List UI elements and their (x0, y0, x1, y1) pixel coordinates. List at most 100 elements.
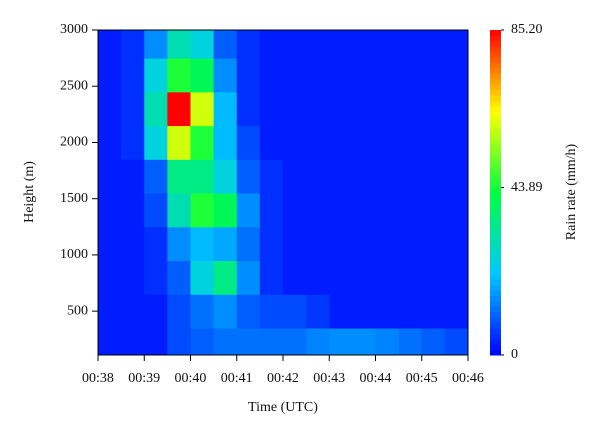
heat-cell (121, 125, 145, 160)
heat-cell (259, 125, 284, 160)
heat-cell (259, 58, 284, 93)
heat-cell (329, 159, 353, 194)
heat-cell (236, 30, 261, 59)
y-tick-label: 1000 (60, 247, 88, 262)
colorbar-step (490, 290, 501, 296)
colorbar-step (490, 208, 501, 215)
heat-cell (236, 91, 261, 127)
heat-cell (444, 294, 468, 329)
heat-cell (259, 91, 284, 127)
colorbar-step (490, 230, 501, 237)
heat-cell (121, 193, 145, 228)
heat-cell (398, 58, 423, 93)
heat-cell (259, 294, 284, 329)
heat-cell (375, 226, 400, 262)
heat-cell (398, 159, 423, 194)
heat-cell (398, 226, 423, 262)
heat-cell (98, 159, 122, 194)
colorbar-step (490, 154, 501, 161)
heat-cell (121, 226, 145, 262)
colorbar-step (490, 317, 501, 323)
heat-cell (259, 226, 284, 262)
y-tick-label: 500 (67, 303, 88, 318)
heat-cell (236, 125, 261, 160)
heat-cell (375, 159, 400, 194)
heat-cell (444, 159, 468, 194)
heat-cell (190, 260, 215, 295)
heat-cell (144, 328, 168, 355)
heat-cell (121, 328, 145, 355)
heat-cell (236, 260, 261, 295)
heat-cell (329, 226, 353, 262)
heat-cell (144, 159, 168, 194)
heat-cell (398, 294, 423, 329)
heat-cell (236, 159, 261, 194)
heat-cell (421, 91, 446, 127)
heat-cell (329, 30, 353, 59)
heat-cell (213, 58, 238, 93)
heat-cell (421, 30, 446, 59)
colorbar-step (490, 268, 501, 275)
heat-cell (283, 260, 307, 295)
x-axis-label: Time (UTC) (248, 400, 318, 415)
y-axis-label: Height (m) (22, 161, 37, 223)
heat-cell (236, 328, 261, 355)
colorbar-step (490, 46, 501, 53)
heat-cell (190, 328, 215, 355)
colorbar-step (490, 300, 501, 307)
heat-cell (352, 294, 376, 329)
heat-cell (213, 91, 238, 127)
heat-cell (421, 294, 446, 329)
heat-cell (306, 159, 330, 194)
heat-cell (213, 125, 238, 160)
heat-cell (398, 30, 423, 59)
colorbar-tick-label: 85.20 (511, 22, 543, 37)
heat-cell (306, 226, 330, 262)
y-tick-label: 1500 (60, 191, 88, 206)
colorbar-step (490, 327, 501, 334)
heat-cell (306, 91, 330, 127)
heat-cell (236, 58, 261, 93)
heat-cell (329, 58, 353, 93)
heat-cell (121, 91, 145, 127)
x-tick-label: 00:42 (267, 371, 299, 386)
x-tick-label: 00:38 (82, 371, 114, 386)
heat-cell (213, 260, 238, 295)
heat-cell (121, 58, 145, 93)
colorbar-step (490, 252, 501, 258)
colorbar-step (490, 306, 501, 313)
heat-cell (375, 91, 400, 127)
colorbar-step (490, 284, 501, 291)
colorbar-step (490, 89, 501, 96)
heat-cell (398, 328, 423, 355)
heat-cell (167, 328, 191, 355)
heat-cell (352, 226, 376, 262)
colorbar-step (490, 279, 501, 286)
x-tick-label: 00:43 (313, 371, 345, 386)
colorbar-step (490, 219, 501, 226)
heat-cell (352, 30, 376, 59)
heat-cell (259, 30, 284, 59)
colorbar-step (490, 100, 501, 107)
colorbar-step (490, 95, 501, 101)
heat-cell (375, 58, 400, 93)
heat-cell (306, 58, 330, 93)
colorbar-step (490, 138, 501, 145)
heat-cell (329, 260, 353, 295)
heat-cell (144, 58, 168, 93)
colorbar-step (490, 197, 501, 204)
colorbar-step (490, 143, 501, 150)
heatmap (98, 30, 468, 355)
heat-cell (98, 125, 122, 160)
heat-cell (444, 328, 468, 355)
heat-cell (398, 125, 423, 160)
heat-cell (190, 159, 215, 194)
colorbar-step (490, 273, 501, 280)
heat-cell (283, 159, 307, 194)
heat-cell (283, 91, 307, 127)
colorbar-step (490, 257, 501, 264)
heat-cell (444, 58, 468, 93)
colorbar-step (490, 57, 501, 63)
heat-cell (444, 91, 468, 127)
